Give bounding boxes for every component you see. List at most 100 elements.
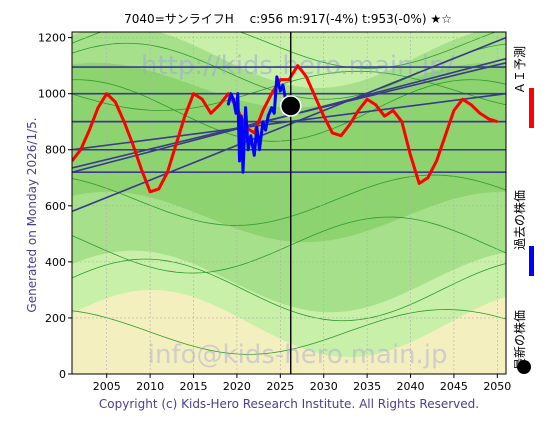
series-1-point-12	[256, 126, 258, 129]
copyright-label: Copyright (c) Kids-Hero Research Institu…	[99, 397, 479, 411]
series-1-point-10	[250, 134, 252, 137]
series-0-point-3	[97, 106, 99, 109]
series-1-point-3	[235, 112, 237, 115]
envelope-curve-4	[72, 216, 506, 274]
series-1-point-9	[247, 148, 250, 151]
series-1-point-15	[264, 129, 267, 131]
series-1-point-0	[227, 104, 230, 106]
series-0-point-43	[444, 134, 447, 137]
series-0-point-9	[149, 190, 151, 193]
series-0-point-47	[479, 112, 481, 115]
series-0-point-21	[253, 132, 256, 134]
x-tick-label-1: 2010	[136, 380, 164, 393]
series-0-point-10	[158, 188, 160, 190]
series-line-1	[226, 75, 290, 174]
series-0-point-46	[470, 104, 473, 106]
y-tick-label-1: 200	[45, 312, 66, 325]
y-tick-label-3: 600	[45, 200, 66, 213]
y-tick-label-6: 1200	[38, 32, 66, 45]
series-0-point-40	[418, 182, 421, 185]
series-0-point-28	[314, 95, 316, 98]
legend-swatch-2	[517, 360, 531, 374]
axes: 0 200 400 600 800 1000 1200 2005 2010 2015 2020 202…	[38, 31, 511, 393]
legend-label-0: ＡＩ予測	[513, 46, 527, 94]
watermark-email: info@kids-hero.main.jp	[148, 340, 448, 370]
y-tick-label-2: 400	[45, 256, 66, 269]
plot-area: http://kids-hero.main.jp/info@kids-hero.…	[72, 32, 506, 374]
trend-line-2	[72, 36, 506, 213]
series-0-point-49	[496, 120, 499, 123]
series-1-point-21	[282, 84, 284, 87]
series-0-point-12	[175, 143, 177, 145]
series-0-point-33	[357, 109, 360, 112]
series-1-point-19	[276, 76, 278, 78]
series-0-point-38	[401, 120, 403, 123]
series-0-point-48	[487, 118, 490, 120]
series-0-point-2	[88, 129, 91, 131]
series-0-point-5	[114, 101, 117, 103]
series-0-point-44	[453, 109, 455, 112]
series-0-point-18	[227, 92, 230, 95]
series-0-point-24	[279, 78, 282, 81]
envelope-curve-2	[72, 79, 506, 142]
series-1-point-8	[244, 106, 247, 109]
x-tick-label-8: 2045	[440, 380, 468, 393]
series-1-point-18	[273, 112, 276, 115]
series-1-point-20	[279, 90, 282, 92]
series-1-point-5	[238, 160, 241, 162]
x-tick-label-4: 2025	[266, 380, 294, 393]
legend-label-2: 最新の株価	[512, 310, 527, 370]
envelope-curve-7	[72, 70, 506, 111]
series-0-point-25	[288, 78, 290, 81]
series-1-point-4	[236, 92, 239, 95]
series-0-point-42	[435, 160, 438, 162]
series-1-point-16	[267, 115, 269, 117]
series-0-point-1	[79, 148, 82, 151]
series-0-point-16	[210, 112, 212, 115]
series-0-point-34	[366, 98, 368, 101]
series-1-point-6	[240, 115, 243, 117]
generated-date-label: Generated on Monday 2026/1/5.	[25, 117, 39, 312]
series-1-point-14	[262, 120, 264, 123]
envelope-curve-6	[72, 309, 506, 355]
envelope-curve-0	[72, 32, 497, 69]
y-tick-label-5: 1000	[38, 88, 66, 101]
x-tick-label-9: 2050	[483, 380, 511, 393]
legend-label-1: 過去の株価	[512, 190, 527, 250]
series-0-point-15	[201, 98, 203, 101]
series-0-point-45	[461, 98, 464, 101]
envelope-curve-5	[72, 258, 506, 322]
series-0-point-30	[331, 132, 334, 134]
x-tick-label-5: 2030	[310, 380, 338, 393]
series-1-point-2	[232, 98, 235, 101]
series-0-point-27	[305, 76, 308, 78]
x-tick-label-6: 2035	[353, 380, 381, 393]
series-0-point-41	[427, 176, 429, 179]
x-tick-label-0: 2005	[93, 380, 121, 393]
series-0-point-7	[131, 143, 134, 145]
series-1-point-13	[258, 148, 261, 151]
x-tick-label-7: 2040	[397, 380, 425, 393]
series-1-point-1	[230, 92, 232, 95]
chart-title: 7040=サンライフH c:956 m:917(-4%) t:953(-0%) …	[124, 12, 452, 26]
series-0-point-17	[218, 104, 221, 106]
envelope-curve-3	[72, 174, 506, 226]
series-0-point-37	[392, 109, 394, 112]
series-0-point-31	[340, 134, 342, 137]
legend-swatch-0	[529, 88, 534, 128]
series-0-point-6	[123, 120, 125, 123]
series-0-point-22	[262, 109, 264, 112]
series-0-point-11	[166, 171, 169, 173]
series-0-point-13	[184, 115, 186, 117]
series-0-point-35	[375, 104, 377, 106]
series-0-point-4	[105, 92, 108, 95]
y-tick-label-4: 800	[45, 144, 66, 157]
series-0-point-32	[348, 123, 351, 126]
series-1-point-17	[270, 106, 273, 109]
legend-swatch-1	[529, 246, 534, 276]
plot-frame	[71, 31, 507, 375]
series-1-point-7	[242, 171, 244, 173]
